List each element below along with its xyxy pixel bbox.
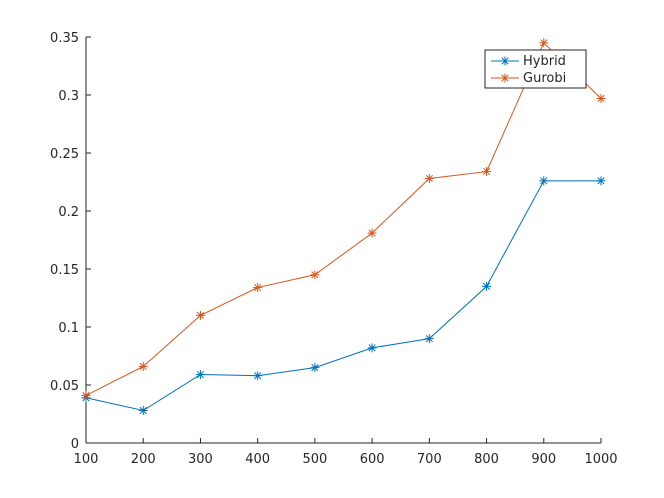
legend-marker (500, 56, 510, 66)
x-tick-label: 800 (474, 452, 499, 467)
data-point (195, 370, 205, 380)
legend-label: Hybrid (523, 54, 566, 69)
series-layer (81, 38, 606, 416)
data-point (482, 281, 492, 291)
x-tick-label: 100 (74, 452, 99, 467)
data-point (367, 228, 377, 238)
x-tick-label: 200 (131, 452, 156, 467)
legend: Hybrid Gurobi (484, 49, 587, 89)
data-point (482, 167, 492, 177)
legend-box (484, 49, 587, 89)
y-tick-label: 0.2 (58, 205, 79, 220)
x-tick-label: 700 (417, 452, 442, 467)
legend-label: Gurobi (523, 71, 566, 86)
y-tick-label: 0.35 (50, 31, 79, 46)
data-point (596, 93, 606, 103)
data-point (596, 176, 606, 186)
data-point (424, 334, 434, 344)
data-point (253, 283, 263, 293)
data-point (195, 310, 205, 320)
x-tick-label: 300 (188, 452, 213, 467)
series-line-hybrid (85, 180, 601, 412)
x-tick-label: 600 (360, 452, 385, 467)
x-tick-label: 500 (302, 452, 327, 467)
data-point (539, 38, 549, 48)
data-point (310, 270, 320, 280)
legend-marker (500, 73, 510, 83)
axes: 100 200 300 400 500 600 700 800 900 1000 0 0.05 0.1 0… (50, 31, 618, 467)
y-tick-label: 0.25 (50, 147, 79, 162)
y-tick-label: 0.1 (58, 321, 79, 336)
y-tick-label: 0.3 (58, 89, 79, 104)
y-tick-label: 0.05 (50, 379, 79, 394)
x-tick-label: 1000 (584, 452, 617, 467)
data-point (138, 406, 148, 416)
data-point (310, 363, 320, 373)
x-tick-label: 900 (531, 452, 556, 467)
data-point (539, 176, 549, 186)
data-point (138, 361, 148, 371)
data-point (81, 390, 91, 400)
x-tick-label: 400 (245, 452, 270, 467)
data-point (367, 343, 377, 353)
y-tick-label: 0 (71, 437, 79, 452)
y-tick-label: 0.15 (50, 263, 79, 278)
data-point (424, 174, 434, 184)
series-line-gurobi (85, 41, 602, 396)
data-point (253, 371, 263, 381)
